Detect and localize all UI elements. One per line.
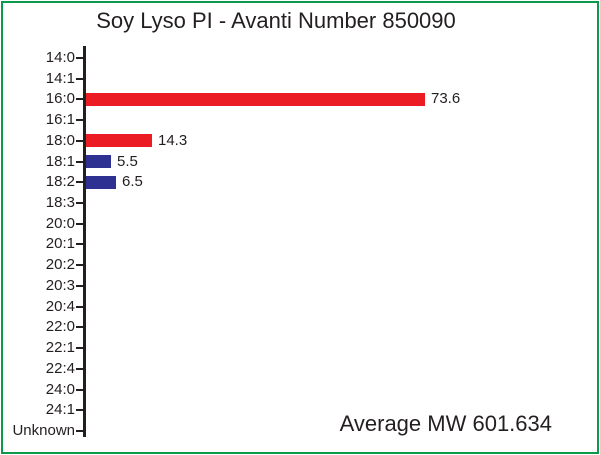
y-axis-label-14-0: 14:0 — [45, 49, 75, 66]
average-mw-text: Average MW 601.634 — [339, 411, 552, 436]
chart-title: Soy Lyso PI - Avanti Number 850090 — [96, 8, 456, 33]
y-axis-label-24-0: 24:0 — [45, 380, 75, 398]
y-axis-tick — [76, 181, 83, 184]
y-axis-line — [83, 46, 86, 437]
bar-value-18-1: 5.5 — [117, 152, 138, 170]
y-axis-label-16-1: 16:1 — [45, 111, 75, 129]
y-axis-label-18-0: 18:0 — [45, 131, 75, 149]
y-axis-tick — [76, 305, 83, 308]
y-axis-tick — [76, 119, 83, 122]
y-axis-tick — [76, 202, 83, 205]
y-axis-label-18-3: 18:3 — [45, 194, 75, 212]
bar-16-0 — [86, 92, 425, 106]
y-axis-label-14-1: 14:1 — [45, 69, 75, 87]
y-axis-tick — [76, 284, 83, 287]
y-axis-tick — [76, 367, 83, 370]
bar-value-18-0: 14.3 — [158, 131, 188, 149]
y-axis-tick — [76, 57, 83, 59]
y-axis-label-20-3: 20:3 — [45, 276, 75, 294]
y-axis-label-18-2: 18:2 — [45, 173, 75, 191]
y-axis-label-16-0: 16:0 — [45, 90, 75, 108]
bar-value-16-0: 73.6 — [431, 90, 461, 108]
y-axis-label-20-0: 20:0 — [45, 214, 75, 232]
y-axis-label-20-1: 20:1 — [45, 235, 75, 253]
y-axis-tick — [76, 139, 83, 142]
y-axis-tick — [76, 409, 83, 412]
bar-18-0 — [86, 134, 152, 148]
bar-18-2 — [86, 175, 116, 189]
y-axis-label-22-1: 22:1 — [45, 339, 75, 357]
y-axis-tick — [76, 388, 83, 391]
y-axis-tick — [76, 347, 83, 350]
y-axis-label-22-4: 22:4 — [45, 359, 75, 377]
y-axis-tick — [76, 160, 83, 163]
y-axis-label-22-0: 22:0 — [45, 318, 75, 336]
y-axis-tick — [76, 77, 83, 80]
y-axis-tick — [76, 243, 83, 246]
y-axis-label-20-2: 20:2 — [45, 256, 75, 274]
bar-18-1 — [86, 155, 111, 169]
y-axis-label-unknown: Unknown — [12, 421, 75, 439]
y-axis-tick — [76, 326, 83, 329]
y-axis-label-18-1: 18:1 — [45, 152, 75, 170]
y-axis-tick — [76, 222, 83, 225]
y-axis-label-20-4: 20:4 — [45, 297, 75, 315]
y-axis-tick — [76, 98, 83, 101]
bar-value-18-2: 6.5 — [122, 173, 143, 191]
y-axis-tick — [76, 264, 83, 267]
y-axis-label-24-1: 24:1 — [45, 401, 75, 419]
y-axis-tick — [76, 429, 83, 432]
